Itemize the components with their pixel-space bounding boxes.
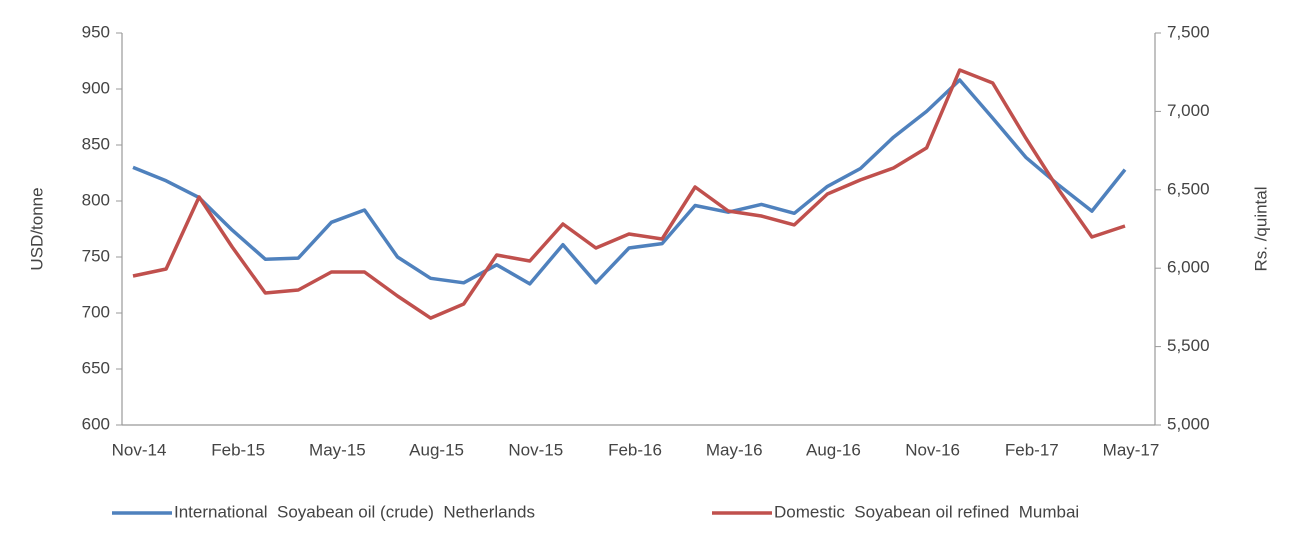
series-line bbox=[132, 68, 1126, 320]
y-tick-label: 600 bbox=[82, 414, 110, 433]
y-tick-label: 850 bbox=[82, 134, 110, 153]
y2-tick-label: 7,000 bbox=[1167, 101, 1210, 120]
y2-axis-title: Rs. /quintal bbox=[1251, 186, 1270, 271]
y-tick-label: 900 bbox=[82, 78, 110, 97]
y2-tick-label: 5,500 bbox=[1167, 336, 1210, 355]
y-tick-label: 800 bbox=[82, 190, 110, 209]
legend-label: Domestic Soyabean oil refined Mumbai bbox=[774, 502, 1079, 521]
y2-tick-label: 6,000 bbox=[1167, 258, 1210, 277]
x-tick-label: Nov-16 bbox=[905, 440, 960, 459]
x-tick-label: Nov-14 bbox=[112, 440, 167, 459]
y-tick-label: 750 bbox=[82, 246, 110, 265]
x-tick-label: Aug-16 bbox=[806, 440, 861, 459]
series-line bbox=[132, 78, 1127, 286]
y-tick-label: 700 bbox=[82, 302, 110, 321]
legend-label: International Soyabean oil (crude) Nethe… bbox=[174, 502, 535, 521]
y2-tick-label: 6,500 bbox=[1167, 179, 1210, 198]
y2-tick-label: 7,500 bbox=[1167, 22, 1210, 41]
y-axis-title: USD/tonne bbox=[27, 187, 46, 270]
x-tick-label: Feb-17 bbox=[1005, 440, 1059, 459]
x-tick-label: Feb-16 bbox=[608, 440, 662, 459]
y-tick-label: 950 bbox=[82, 22, 110, 41]
x-tick-label: Nov-15 bbox=[508, 440, 563, 459]
x-tick-label: Aug-15 bbox=[409, 440, 464, 459]
x-tick-label: May-16 bbox=[706, 440, 763, 459]
y-tick-label: 650 bbox=[82, 358, 110, 377]
y2-tick-label: 5,000 bbox=[1167, 414, 1210, 433]
x-tick-label: Feb-15 bbox=[211, 440, 265, 459]
x-tick-label: May-17 bbox=[1103, 440, 1160, 459]
x-tick-label: May-15 bbox=[309, 440, 366, 459]
